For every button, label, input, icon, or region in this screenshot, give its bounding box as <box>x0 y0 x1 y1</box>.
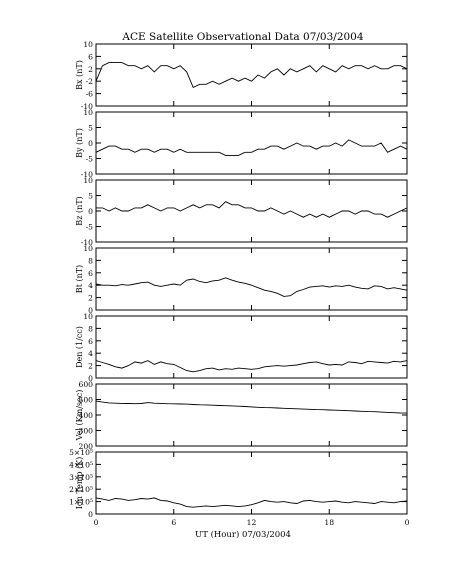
y-tick-label: 3×10⁵ <box>69 473 93 482</box>
series-line <box>96 201 408 218</box>
series-line <box>95 400 408 414</box>
panel-frame <box>95 111 408 175</box>
panel-frame <box>95 43 408 107</box>
panels: 10 6 2 -2 -6 -10 Bx (nT) 10 5 0 -5 -10 By (nT) 10 5 0 -5… <box>69 40 409 527</box>
y-tick-label: 600 <box>79 380 94 389</box>
series-line <box>95 62 408 89</box>
series-line <box>95 277 408 297</box>
series-line <box>95 497 408 508</box>
y-tick-label: 5 <box>88 124 93 133</box>
series-line <box>95 139 408 156</box>
panel-5: 10 8 6 4 2 0 Den (1/cc) <box>75 312 408 383</box>
x-tick-label: 12 <box>247 518 257 527</box>
panel-7: 5×10⁵ 4×10⁵ 3×10⁵ 2×10⁵ 1×10⁵ 0 Ion Temp (K) 0 6… <box>69 448 409 527</box>
y-tick-label: 400 <box>79 411 94 420</box>
y-axis-label: Ion Temp (K) <box>75 457 84 510</box>
y-tick-label: 10 <box>83 176 93 185</box>
y-tick-label: 10 <box>83 244 93 253</box>
y-tick-label: 10 <box>83 40 93 49</box>
panel-frame <box>95 179 408 243</box>
y-tick-label: 1×10⁵ <box>69 498 93 507</box>
panel-frame <box>95 247 408 311</box>
panel-3: 10 5 0 -5 -10 Bz (nT) <box>75 176 408 247</box>
y-tick-label: 10 <box>83 312 93 321</box>
y-axis-label: Vel (Km/sec) <box>75 390 84 442</box>
y-tick-label: 8 <box>88 324 93 333</box>
y-tick-label: 4 <box>88 281 93 290</box>
y-tick-label: 10 <box>83 108 93 117</box>
y-tick-label: 2×10⁵ <box>69 485 93 494</box>
y-axis-label: By (nT) <box>75 128 84 158</box>
y-tick-label: 500 <box>79 396 94 405</box>
y-axis-label: Bx (nT) <box>75 60 84 90</box>
series-line <box>95 360 408 373</box>
y-tick-label: 6 <box>88 52 93 61</box>
y-tick-label: -5 <box>86 155 94 164</box>
x-tick-label: 18 <box>324 518 334 527</box>
y-tick-label: 5 <box>88 192 93 201</box>
chart-title: ACE Satellite Observational Data 07/03/2… <box>121 31 363 43</box>
panel-1: 10 6 2 -2 -6 -10 Bx (nT) <box>75 40 408 111</box>
y-tick-label: 300 <box>79 427 94 436</box>
panel-4: 10 8 6 4 2 0 Bt (nT) <box>75 244 408 315</box>
y-tick-label: 0 <box>88 306 93 315</box>
x-axis-label: UT (Hour) 07/03/2004 <box>195 529 291 540</box>
y-tick-label: -10 <box>81 102 93 111</box>
y-tick-label: -6 <box>86 90 94 99</box>
y-tick-label: -2 <box>86 77 94 86</box>
panel-2: 10 5 0 -5 -10 By (nT) <box>75 108 408 179</box>
y-axis-label: Bz (nT) <box>75 196 84 225</box>
y-tick-label: 0 <box>88 139 93 148</box>
y-tick-label: 4×10⁵ <box>69 460 93 469</box>
x-tick-label: 0 <box>94 518 99 527</box>
y-axis-label: Bt (nT) <box>75 265 84 293</box>
y-tick-label: 5×10⁵ <box>69 448 93 457</box>
y-tick-label: -10 <box>81 238 93 247</box>
y-tick-label: 200 <box>79 442 94 451</box>
y-tick-label: 6 <box>88 269 93 278</box>
panel-frame <box>95 383 408 447</box>
y-tick-label: 4 <box>88 349 93 358</box>
y-axis-label: Den (1/cc) <box>75 326 84 368</box>
panel-frame <box>95 315 408 379</box>
y-tick-label: 0 <box>88 510 93 519</box>
x-tick-label: 0 <box>405 518 410 527</box>
y-tick-label: 6 <box>88 337 93 346</box>
x-tick-label: 6 <box>171 518 176 527</box>
y-tick-label: -10 <box>81 170 93 179</box>
y-tick-label: 0 <box>88 207 93 216</box>
y-tick-label: -5 <box>86 223 94 232</box>
y-tick-label: 2 <box>88 362 93 371</box>
y-tick-label: 8 <box>88 256 93 265</box>
y-tick-label: 2 <box>88 294 93 303</box>
y-tick-label: 2 <box>88 65 93 74</box>
y-tick-label: 0 <box>88 374 93 383</box>
